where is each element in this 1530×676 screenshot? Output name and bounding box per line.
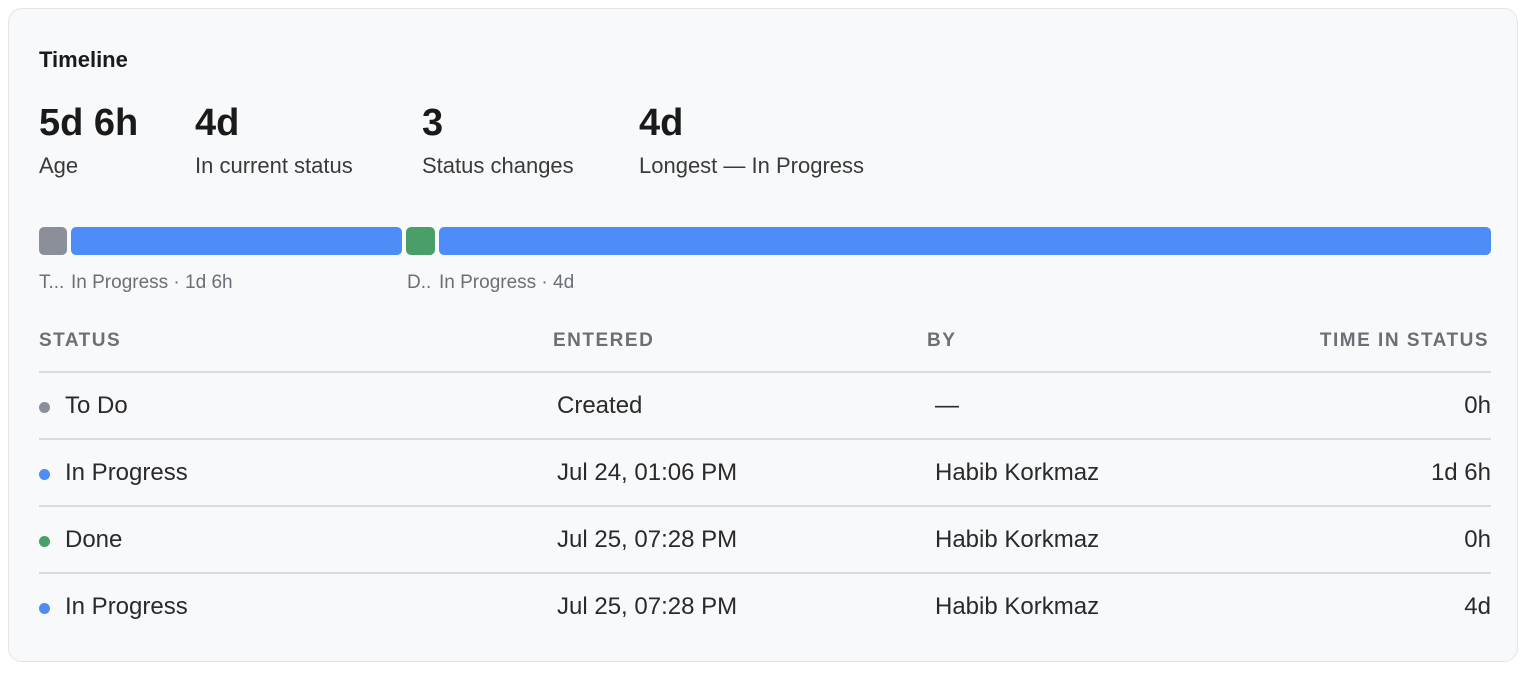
stat-age: 5d 6h Age: [39, 101, 138, 179]
row-time-in-status: 0h: [1464, 392, 1491, 419]
bar-segment-in-progress-2[interactable]: [439, 227, 1491, 255]
stat-longest-value: 4d: [639, 102, 684, 144]
table-divider: [39, 572, 1491, 574]
row-time-in-status: 1d 6h: [1430, 459, 1491, 486]
status-dot-icon: [39, 536, 50, 547]
bar-segment-in-progress-1[interactable]: [71, 227, 402, 255]
row-entered: Created: [557, 392, 643, 419]
row-status: In Progress: [65, 593, 188, 620]
stat-age-value: 5d 6h: [39, 102, 139, 144]
table-row: In Progress Jul 25, 07:28 PM Habib Korkm…: [39, 574, 1491, 640]
table-divider: [39, 505, 1491, 507]
stat-status-changes: 3 Status changes: [422, 101, 574, 179]
stat-longest: 4d Longest — In Progress: [639, 101, 864, 179]
row-time-in-status: 0h: [1464, 526, 1491, 553]
stat-current-status-value: 4d: [195, 102, 240, 144]
status-dot-icon: [39, 603, 50, 614]
row-entered: Jul 24, 01:06 PM: [557, 459, 738, 486]
row-entered: Jul 25, 07:28 PM: [557, 526, 738, 553]
row-time-in-status: 4d: [1464, 593, 1491, 620]
row-by: —: [935, 392, 959, 419]
column-header-status: STATUS: [39, 330, 122, 351]
bar-label-to-do: T...: [39, 272, 65, 293]
row-by: Habib Korkmaz: [935, 593, 1100, 620]
table-row: Done Jul 25, 07:28 PM Habib Korkmaz 0h: [39, 507, 1491, 573]
stat-status-changes-value: 3: [422, 102, 444, 144]
stat-current-status: 4d In current status: [195, 101, 353, 179]
row-status: In Progress: [65, 459, 188, 486]
bar-label-in-progress-1: In Progress · 1d 6h: [71, 272, 233, 293]
bar-segment-to-do[interactable]: [39, 227, 67, 255]
stat-age-label: Age: [39, 153, 79, 178]
bar-segment-done[interactable]: [406, 227, 435, 255]
bar-label-done: D..: [407, 272, 432, 293]
bar-label-in-progress-2: In Progress · 4d: [439, 272, 575, 293]
row-by: Habib Korkmaz: [935, 526, 1100, 553]
table-row: In Progress Jul 24, 01:06 PM Habib Korkm…: [39, 440, 1491, 506]
table-row: To Do Created — 0h: [39, 373, 1491, 439]
row-by: Habib Korkmaz: [935, 459, 1100, 486]
row-status: Done: [65, 526, 123, 553]
timeline-card: Timeline 5d 6h Age 4d In current status …: [8, 8, 1518, 662]
column-header-time-in-status: TIME IN STATUS: [1319, 330, 1489, 351]
table-divider: [39, 371, 1491, 373]
status-dot-icon: [39, 402, 50, 413]
table-divider: [39, 438, 1491, 440]
stat-status-changes-label: Status changes: [422, 153, 574, 178]
stat-current-status-label: In current status: [195, 153, 353, 178]
row-entered: Jul 25, 07:28 PM: [557, 593, 738, 620]
row-status: To Do: [65, 392, 128, 419]
stat-longest-label: Longest — In Progress: [639, 153, 865, 178]
status-dot-icon: [39, 469, 50, 480]
timeline-title: Timeline: [39, 47, 128, 72]
column-header-entered: ENTERED: [553, 330, 655, 351]
column-header-by: BY: [927, 330, 957, 351]
